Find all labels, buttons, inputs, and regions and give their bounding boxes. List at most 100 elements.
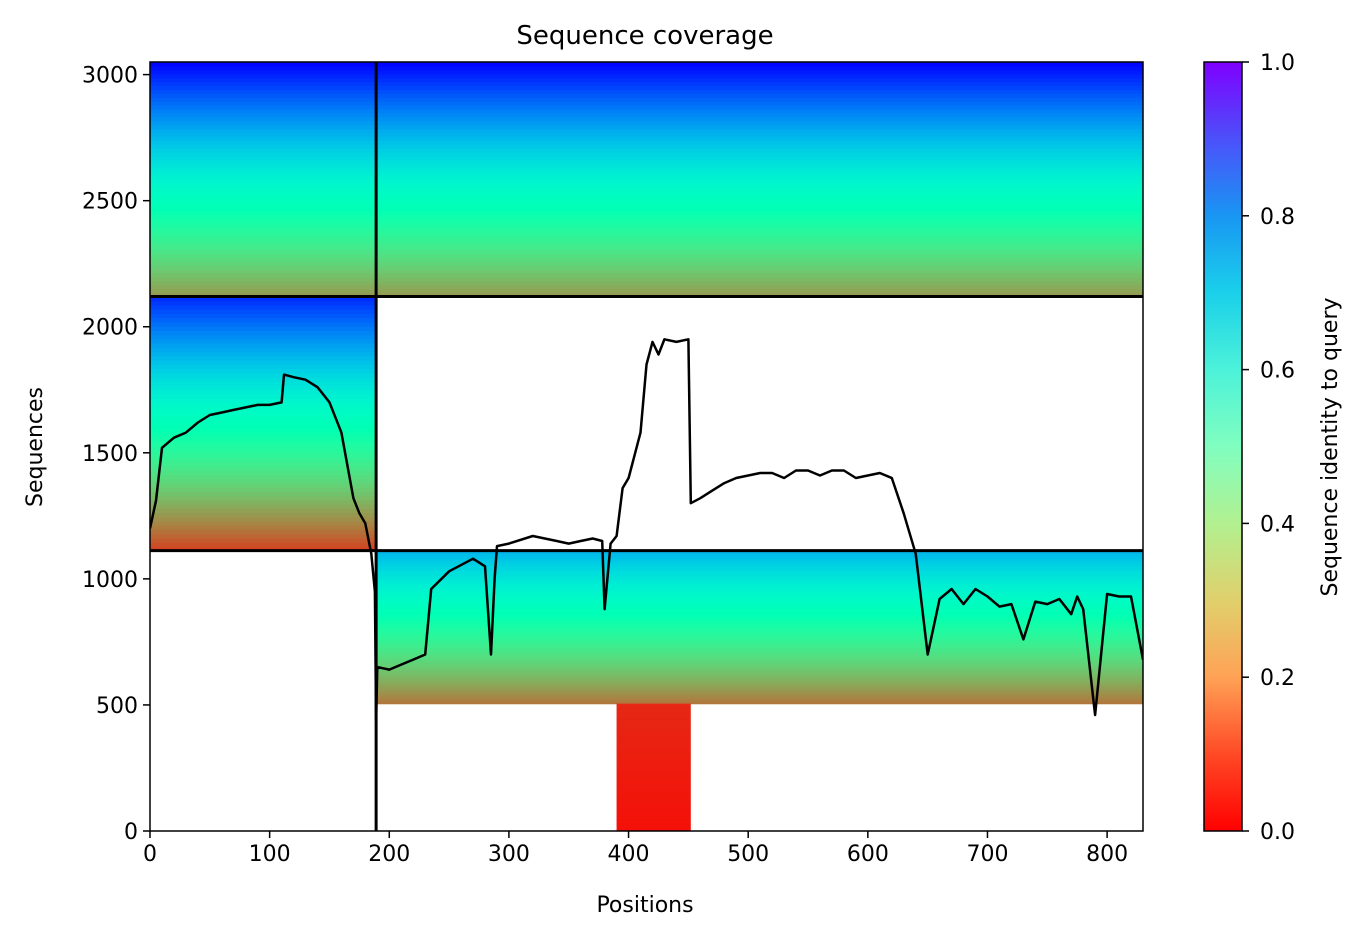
heatmap-row	[150, 261, 377, 266]
heatmap-row	[616, 784, 691, 788]
heatmap-row	[376, 147, 1143, 153]
heatmap-row	[616, 718, 691, 722]
heatmap-row	[616, 807, 691, 811]
x-tick-label: 700	[966, 842, 1008, 867]
heatmap-row	[376, 93, 1143, 98]
heatmap-row	[376, 670, 1143, 674]
heatmap-row	[376, 167, 1143, 173]
heatmap-row	[376, 65, 1143, 71]
heatmap-row	[150, 330, 377, 336]
heatmap-row	[376, 622, 1143, 626]
heatmap-row	[616, 801, 691, 805]
heatmap-row	[376, 249, 1143, 255]
heatmap-row	[616, 797, 691, 800]
heatmap-row	[376, 171, 1143, 176]
heatmap-row	[150, 175, 377, 180]
heatmap-row	[376, 573, 1143, 577]
heatmap-row	[376, 601, 1143, 605]
heatmap-row	[150, 385, 377, 391]
colorbar-tick-label: 0.4	[1260, 512, 1295, 537]
heatmap-row	[616, 805, 691, 809]
heatmap-row	[616, 758, 691, 762]
heatmap-row	[150, 206, 377, 212]
heatmap-row	[376, 218, 1143, 223]
heatmap-row	[150, 376, 377, 382]
heatmap-row	[376, 159, 1143, 165]
heatmap-row	[616, 750, 691, 754]
heatmap-row	[150, 265, 377, 270]
heatmap-row	[150, 372, 377, 378]
y-tick-label: 2500	[82, 190, 138, 215]
heatmap-row	[376, 257, 1143, 262]
heatmap-row	[616, 788, 691, 792]
heatmap-row	[150, 292, 377, 298]
heatmap-row	[150, 512, 377, 518]
heatmap-row	[376, 69, 1143, 75]
heatmap-row	[616, 792, 691, 796]
heatmap-row	[150, 65, 377, 71]
heatmap-row	[150, 183, 377, 188]
heatmap-row	[616, 786, 691, 790]
heatmap-row	[376, 604, 1143, 608]
heatmap-row	[616, 824, 691, 828]
heatmap-row	[616, 710, 691, 713]
heatmap-row	[150, 73, 377, 79]
heatmap-row	[616, 748, 691, 751]
heatmap-row	[376, 560, 1143, 564]
heatmap-row	[150, 406, 377, 412]
heatmap-row	[376, 688, 1143, 692]
heatmap-row	[150, 245, 377, 251]
heatmap-row	[616, 799, 691, 802]
heatmap-row	[616, 712, 691, 715]
heatmap-row	[616, 809, 691, 813]
heatmap-row	[376, 586, 1143, 590]
heatmap-row	[376, 696, 1143, 700]
heatmap-row	[150, 179, 377, 184]
heatmap-row	[376, 265, 1143, 270]
heatmap-row	[376, 206, 1143, 212]
coverage-heatmap	[150, 62, 1143, 831]
heatmap-row	[616, 782, 691, 785]
heatmap-row	[616, 769, 691, 773]
chart-title: Sequence coverage	[516, 21, 773, 51]
heatmap-row	[616, 703, 691, 707]
heatmap-row	[376, 565, 1143, 570]
heatmap-row	[376, 606, 1143, 610]
y-tick-label: 3000	[82, 64, 138, 89]
heatmap-row	[376, 226, 1143, 231]
heatmap-row	[376, 678, 1143, 682]
heatmap-row	[376, 698, 1143, 702]
colorbar-tick-label: 1.0	[1260, 51, 1295, 76]
heatmap-row	[376, 596, 1143, 600]
heatmap-row	[376, 89, 1143, 94]
heatmap-row	[150, 542, 377, 547]
heatmap-row	[150, 284, 377, 290]
heatmap-row	[376, 645, 1143, 649]
heatmap-row	[616, 724, 691, 728]
heatmap-row	[376, 657, 1143, 661]
heatmap-row	[150, 389, 377, 395]
heatmap-row	[150, 159, 377, 165]
heatmap-row	[150, 112, 377, 118]
heatmap-row	[376, 136, 1143, 141]
heatmap-row	[150, 167, 377, 173]
heatmap-row	[376, 650, 1143, 654]
heatmap-row	[150, 393, 377, 399]
heatmap-row	[616, 743, 691, 747]
heatmap-row	[376, 632, 1143, 636]
heatmap-row	[150, 487, 377, 492]
heatmap-row	[616, 756, 691, 760]
heatmap-row	[616, 814, 691, 817]
heatmap-row	[376, 685, 1143, 689]
heatmap-row	[150, 253, 377, 259]
colorbar-tick-label: 0.2	[1260, 666, 1295, 691]
heatmap-row	[376, 175, 1143, 180]
heatmap-row	[376, 599, 1143, 603]
heatmap-row	[616, 820, 691, 824]
heatmap-row	[376, 73, 1143, 79]
heatmap-row	[376, 237, 1143, 243]
heatmap-row	[150, 194, 377, 200]
heatmap-row	[616, 731, 691, 734]
heatmap-row	[376, 616, 1143, 621]
x-axis-label: Positions	[596, 893, 693, 918]
